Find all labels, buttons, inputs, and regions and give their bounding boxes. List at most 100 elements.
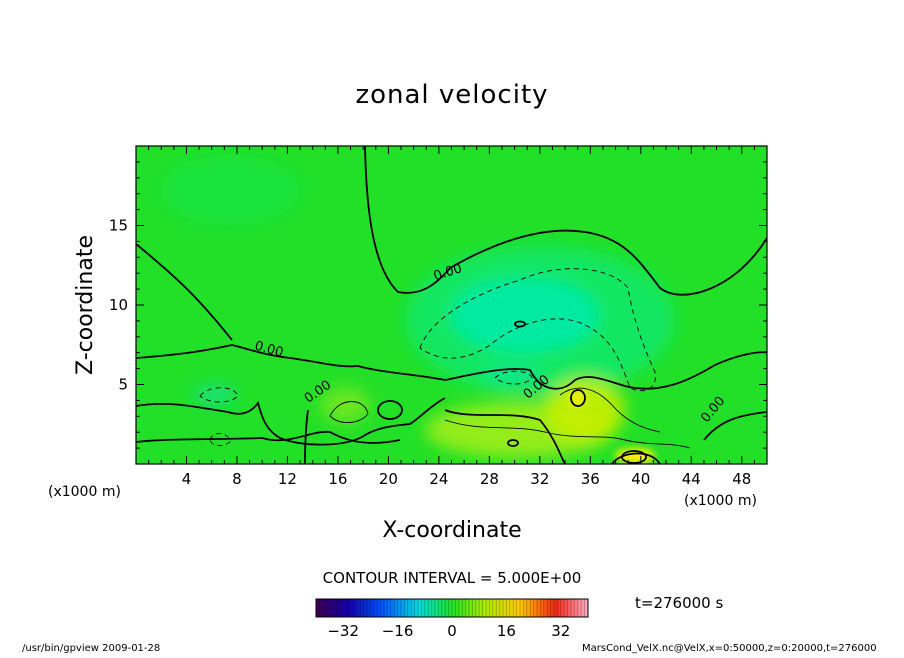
colorbar-swatch [452, 599, 456, 617]
x-tick-label: 28 [480, 470, 499, 488]
contour-interval: CONTOUR INTERVAL = 5.000E+00 [323, 569, 582, 587]
colorbar-swatch [380, 599, 385, 617]
zero-contour-upper [364, 146, 767, 296]
velocity-field: 0.00 0.00 0.00 0.00 0.00 [136, 146, 767, 464]
colorbar-swatch [465, 599, 470, 617]
positive-contour-2 [559, 387, 661, 433]
x-tick-label: 40 [631, 470, 650, 488]
y-axis-ticks: 5 10 15 [109, 161, 767, 449]
colorbar-swatch [343, 599, 347, 617]
colorbar-swatch [455, 599, 460, 617]
footer-left: /usr/bin/gpview 2009-01-28 [22, 643, 160, 654]
x-unit-right: (x1000 m) [684, 493, 757, 509]
negative-patch-left [193, 385, 237, 405]
field-shading [160, 155, 675, 458]
colorbar-swatch [458, 599, 463, 617]
colorbar-swatch [329, 599, 334, 617]
colorbar-swatch [346, 599, 351, 617]
colorbar-swatch [584, 599, 589, 617]
closed-contour-5 [621, 450, 647, 464]
colorbar-swatch [404, 599, 409, 617]
colorbar-swatch [445, 599, 449, 617]
colorbar-tick-label: −16 [382, 622, 414, 640]
colorbar-swatch [489, 599, 494, 617]
colorbar-swatch [475, 599, 480, 617]
colorbar-swatch [547, 599, 551, 617]
colorbar-swatch [394, 599, 398, 617]
colorbar-swatch [581, 599, 585, 617]
colorbar-swatch [496, 599, 500, 617]
colorbar-swatch [472, 599, 477, 617]
colorbar-swatch [390, 599, 395, 617]
colorbar-ticks: −32 −16 0 16 32 [327, 622, 570, 640]
colorbar-swatch [441, 599, 446, 617]
colorbar-swatch [411, 599, 415, 617]
x-tick-label: 36 [581, 470, 600, 488]
colorbar-swatch [431, 599, 436, 617]
colorbar-swatch [526, 599, 531, 617]
colorbar-swatch [356, 599, 361, 617]
colorbar-swatch [530, 599, 534, 617]
colorbar-swatch [387, 599, 392, 617]
x-tick-label: 24 [429, 470, 448, 488]
colorbar-tick-label: 32 [551, 622, 570, 640]
colorbar-swatch [492, 599, 497, 617]
colorbar-frame [315, 598, 589, 618]
x-tick-label: 48 [732, 470, 751, 488]
colorbar-swatch [316, 599, 320, 617]
positive-patch-left [320, 387, 370, 423]
colorbar-tick-label: 0 [447, 622, 457, 640]
y-tick-label: 10 [109, 296, 128, 314]
colorbar-swatch [353, 599, 358, 617]
contour-label-left: 0.00 [253, 339, 285, 361]
upper-left-region [160, 155, 300, 225]
zero-contour-right [703, 411, 767, 441]
colorbar-swatch [577, 599, 582, 617]
x-tick-label: 4 [182, 470, 192, 488]
colorbar-swatch [336, 599, 341, 617]
colorbar-swatch [339, 599, 344, 617]
positive-contour-1 [444, 419, 691, 449]
x-tick-label: 44 [682, 470, 701, 488]
colorbar-swatch [564, 599, 568, 617]
colorbar-swatch [424, 599, 429, 617]
x-tick-label: 12 [278, 470, 297, 488]
colorbar-swatch [448, 599, 453, 617]
colorbar-swatch [533, 599, 538, 617]
colorbar-swatch [367, 599, 371, 617]
y-tick-label: 15 [109, 217, 128, 235]
colorbar-swatch [360, 599, 364, 617]
zero-contour-bottom-right [611, 452, 661, 464]
negative-jet-core [450, 277, 600, 353]
time-label: t=276000 s [635, 594, 723, 612]
colorbar-swatch [414, 599, 419, 617]
footer-right: MarsCond_VelX.nc@VelX,x=0:50000,z=0:2000… [582, 643, 877, 654]
x-tick-label: 16 [328, 470, 347, 488]
colorbar-swatch [540, 599, 545, 617]
colorbar-swatch [543, 599, 548, 617]
colorbar-swatch [486, 599, 490, 617]
colorbar-tick-label: −32 [327, 622, 359, 640]
colorbar-swatch [479, 599, 483, 617]
colorbar-swatch [370, 599, 375, 617]
colorbar-swatch [537, 599, 541, 617]
y-tick-label: 5 [118, 376, 128, 394]
x-tick-label: 20 [379, 470, 398, 488]
colorbar-swatch [363, 599, 368, 617]
colorbar-swatch [482, 599, 487, 617]
colorbar-swatch [373, 599, 378, 617]
colorbar-swatch [574, 599, 579, 617]
zero-contour-bottom [136, 431, 401, 444]
colorbar-swatch [377, 599, 381, 617]
colorbar-swatch [567, 599, 572, 617]
y-axis-label: Z-coordinate [73, 235, 98, 375]
colorbar-swatch [462, 599, 466, 617]
colorbar-swatch [557, 599, 562, 617]
positive-contours [329, 387, 691, 449]
colorbar-swatch [384, 599, 388, 617]
closed-contour-4 [377, 400, 403, 420]
colorbar-swatch [513, 599, 517, 617]
colorbar-swatch [397, 599, 402, 617]
closed-contour-2 [507, 439, 519, 447]
